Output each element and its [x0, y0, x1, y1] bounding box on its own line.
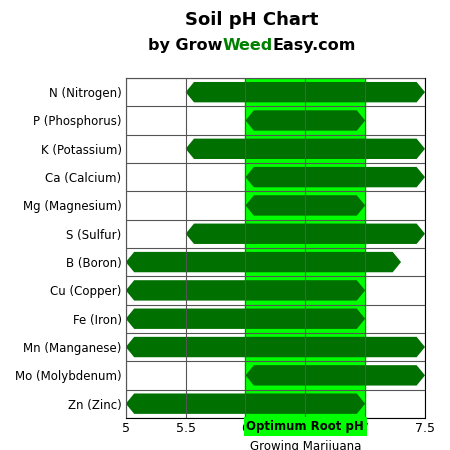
Polygon shape — [126, 337, 425, 357]
Polygon shape — [126, 393, 365, 414]
Polygon shape — [126, 252, 401, 272]
Polygon shape — [126, 280, 365, 301]
Text: Optimum Root pH: Optimum Root pH — [247, 420, 364, 433]
Text: Easy.com: Easy.com — [273, 38, 356, 53]
Bar — [246, 78, 365, 418]
Polygon shape — [126, 309, 365, 329]
Text: Soil pH Chart: Soil pH Chart — [185, 11, 319, 29]
Text: by Grow: by Grow — [148, 38, 222, 53]
Text: Growing Marijuana: Growing Marijuana — [250, 441, 361, 450]
Polygon shape — [186, 224, 425, 244]
Polygon shape — [246, 167, 425, 187]
Text: Weed: Weed — [222, 38, 273, 53]
Polygon shape — [246, 195, 365, 216]
Polygon shape — [186, 82, 425, 102]
Polygon shape — [186, 139, 425, 159]
Polygon shape — [246, 365, 425, 386]
Polygon shape — [246, 110, 365, 130]
